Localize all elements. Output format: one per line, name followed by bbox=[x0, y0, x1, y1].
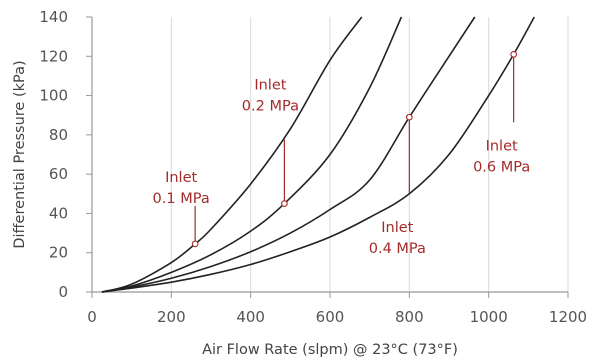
series-line-4 bbox=[101, 16, 535, 293]
annotation-2: Inlet 0.2 MPa bbox=[242, 78, 299, 207]
series-line-2 bbox=[101, 16, 403, 293]
x-tick-label: 600 bbox=[316, 308, 345, 326]
x-axis-title: Air Flow Rate (slpm) @ 23°C (73°F) bbox=[202, 342, 458, 358]
y-tick-label: 60 bbox=[49, 165, 68, 183]
annotation-label-line1: Inlet bbox=[381, 220, 413, 236]
annotation-label-line1: Inlet bbox=[165, 170, 197, 186]
annotation-label-line2: 0.1 MPa bbox=[153, 191, 210, 207]
annotation-label-line2: 0.4 MPa bbox=[369, 241, 426, 257]
annotation-marker bbox=[405, 113, 413, 121]
y-tick-label: 120 bbox=[39, 47, 68, 65]
y-tick-label: 40 bbox=[49, 204, 68, 222]
x-tick-label: 400 bbox=[236, 308, 265, 326]
series-line-1 bbox=[101, 16, 363, 293]
x-tick-label: 1200 bbox=[549, 308, 587, 326]
annotation-label-line1: Inlet bbox=[254, 78, 286, 94]
annotation-label-line2: 0.6 MPa bbox=[473, 159, 530, 175]
annotation-3: Inlet 0.4 MPa bbox=[369, 113, 426, 257]
annotation-marker bbox=[281, 200, 288, 207]
y-tick-label: 100 bbox=[39, 87, 68, 105]
x-tick-label: 1000 bbox=[470, 308, 508, 326]
y-tick-labels: 0 20 40 60 80 100 120 140 bbox=[39, 8, 92, 301]
annotation-1: Inlet 0.1 MPa bbox=[153, 170, 210, 248]
series-line-3 bbox=[101, 16, 476, 293]
y-tick-label: 140 bbox=[39, 8, 68, 26]
x-tick-label: 0 bbox=[87, 308, 97, 326]
y-tick-label: 80 bbox=[49, 126, 68, 144]
x-tick-label: 200 bbox=[157, 308, 186, 326]
y-tick-label: 0 bbox=[58, 283, 68, 301]
y-tick-label: 20 bbox=[49, 244, 68, 262]
x-tick-label: 800 bbox=[395, 308, 424, 326]
annotation-marker bbox=[191, 240, 199, 248]
annotation-marker bbox=[510, 50, 518, 58]
y-axis-title: Differential Pressure (kPa) bbox=[12, 60, 28, 248]
x-tick-labels: 0 200 400 600 800 1000 1200 bbox=[87, 292, 587, 326]
series-curves bbox=[101, 16, 535, 293]
annotation-label-line2: 0.2 MPa bbox=[242, 99, 299, 115]
annotation-4: Inlet 0.6 MPa bbox=[473, 50, 530, 175]
annotation-label-line1: Inlet bbox=[486, 138, 518, 154]
